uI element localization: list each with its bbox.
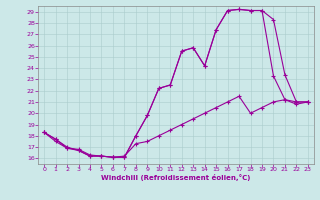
X-axis label: Windchill (Refroidissement éolien,°C): Windchill (Refroidissement éolien,°C)	[101, 174, 251, 181]
